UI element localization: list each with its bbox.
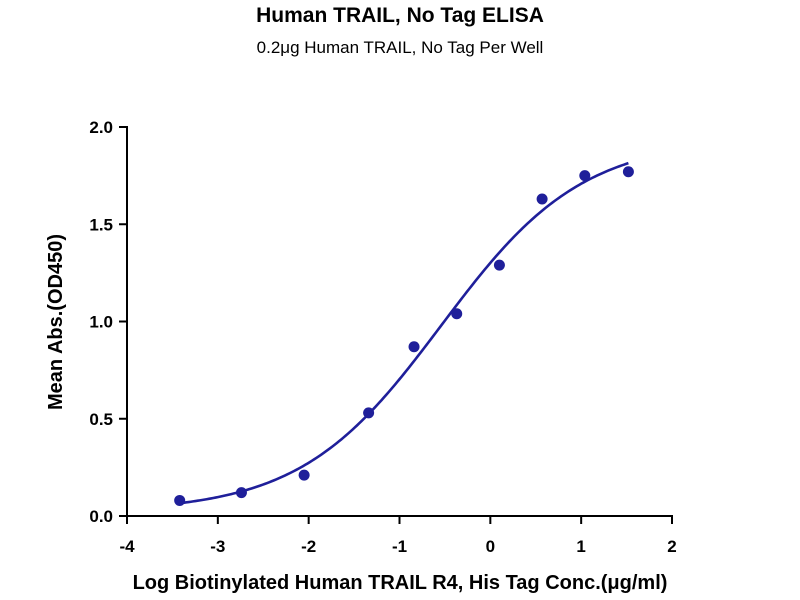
chart-title: Human TRAIL, No Tag ELISA (256, 4, 544, 27)
y-tick-label: 0.5 (89, 410, 113, 429)
y-tick-label: 1.5 (89, 215, 113, 234)
data-point (622, 166, 634, 178)
data-point (363, 407, 375, 419)
fit-curve (179, 161, 629, 505)
y-axis-label: Mean Abs.(OD450) (45, 234, 67, 410)
x-tick-label: 1 (576, 537, 585, 556)
data-point (235, 487, 247, 499)
data-point (298, 469, 310, 481)
chart-subtitle: 0.2μg Human TRAIL, No Tag Per Well (257, 38, 544, 57)
x-tick-label: 2 (667, 537, 676, 556)
data-point (536, 193, 548, 205)
x-tick-label: -2 (301, 537, 316, 556)
x-tick-label: -1 (392, 537, 407, 556)
y-tick-label: 1.0 (89, 313, 113, 332)
x-tick-label: 0 (486, 537, 495, 556)
data-point (408, 341, 420, 353)
x-tick-label: -3 (210, 537, 225, 556)
data-point (174, 494, 186, 506)
y-tick-label: 0.0 (89, 507, 113, 526)
x-tick-label: -4 (119, 537, 135, 556)
data-point (493, 259, 505, 271)
plot-area: 0.0 0.5 1.0 1.5 2.0 -4 -3 -2 -1 0 1 2 (89, 118, 676, 556)
x-axis-label: Log Biotinylated Human TRAIL R4, His Tag… (133, 572, 668, 594)
data-point (579, 170, 591, 182)
y-tick-label: 2.0 (89, 118, 113, 137)
data-point (451, 308, 463, 320)
